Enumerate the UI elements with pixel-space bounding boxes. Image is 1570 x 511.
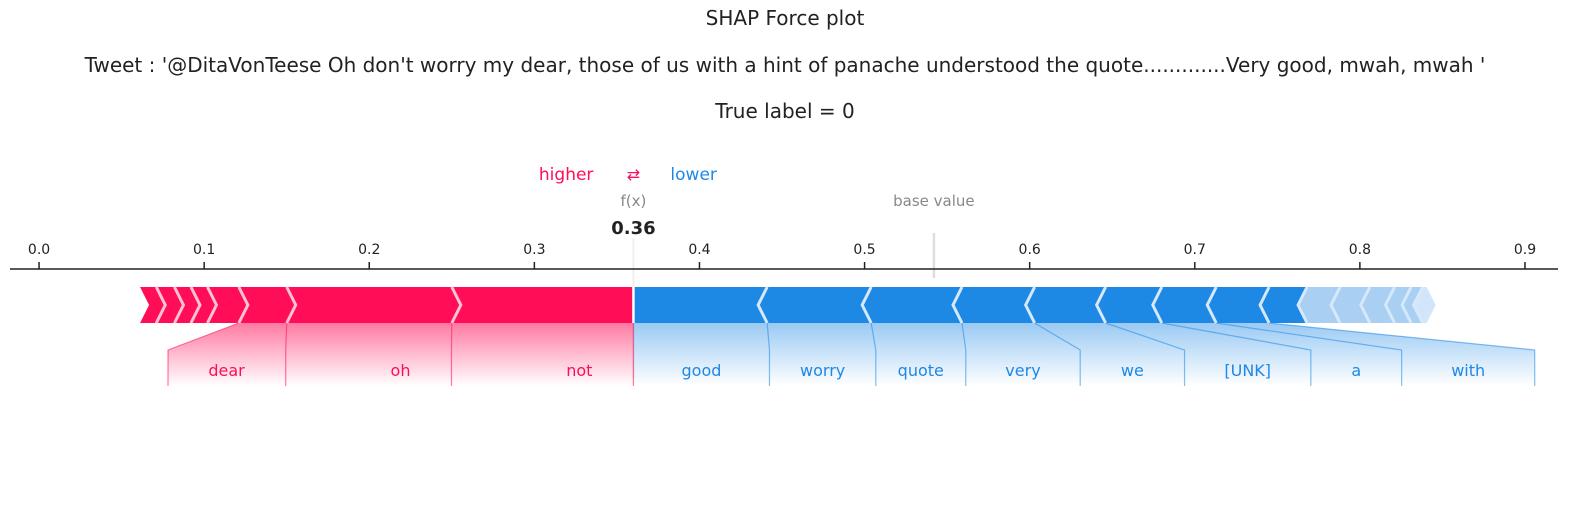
force-bar-separator <box>206 286 219 324</box>
chart-label-line: True label = 0 <box>715 99 855 123</box>
tick-label: 0.8 <box>1349 242 1371 258</box>
fx-value: 0.36 <box>611 218 655 239</box>
force-bar-negative <box>1152 287 1217 323</box>
legend-arrows-icon: ⇄ <box>627 165 640 184</box>
force-bar-negative <box>1331 287 1370 323</box>
label-fill-negative <box>961 323 1081 386</box>
force-bar-separator <box>1094 286 1107 324</box>
force-bars <box>140 286 1436 324</box>
legend-higher: higher <box>539 165 594 185</box>
force-bar-separator <box>1258 286 1271 324</box>
force-bar-separator <box>1383 286 1396 324</box>
feature-label-we: we <box>1121 361 1144 380</box>
label-fill-negative <box>767 323 876 386</box>
tick-label: 0.5 <box>853 242 875 258</box>
label-fill-negative <box>1161 323 1402 386</box>
force-bar-negative <box>952 287 1035 323</box>
chart-title: SHAP Force plot <box>705 6 865 30</box>
label-fill-negative <box>1216 323 1535 386</box>
force-bar-separator <box>1296 286 1309 324</box>
force-bar-separator <box>1359 286 1372 324</box>
tick-label: 0.4 <box>688 242 710 258</box>
force-bar-positive <box>207 287 248 323</box>
tick-label: 0.7 <box>1184 242 1206 258</box>
force-bar-separator <box>1023 286 1036 324</box>
force-bar-separator <box>1329 286 1342 324</box>
label-connectors <box>167 322 1536 386</box>
force-bar-separator <box>1205 286 1218 324</box>
feature-label-oh: oh <box>391 361 411 380</box>
label-fill-positive <box>285 323 452 386</box>
force-bar-separator <box>189 286 202 324</box>
label-connector <box>1269 322 1536 386</box>
tick-label: 0.3 <box>523 242 545 258</box>
tick-label: 0.9 <box>1514 242 1536 258</box>
force-bar-negative <box>862 287 962 323</box>
force-bar-positive <box>156 287 184 323</box>
tick-label: 0.6 <box>1019 242 1041 258</box>
force-bar-negative <box>758 287 872 323</box>
force-bar-separator <box>450 286 463 324</box>
force-bar-separator <box>285 286 298 324</box>
force-bar-separator <box>1400 286 1413 324</box>
tick-label: 0.1 <box>193 242 215 258</box>
force-bar-separator <box>1411 286 1424 324</box>
force-bar-negative <box>1360 287 1395 323</box>
label-fill-negative <box>1105 323 1311 386</box>
force-bar-separator <box>173 286 186 324</box>
force-bar-separator <box>1151 286 1164 324</box>
force-bar-negative <box>1207 287 1270 323</box>
feature-label-quote: quote <box>898 361 944 380</box>
label-fill-negative <box>871 323 966 386</box>
feature-labels: dear oh not good worry quote very we [UNK] a with <box>208 361 1485 380</box>
legend: higher ⇄ lower f(x) 0.36 base value <box>539 165 975 378</box>
feature-label-not: not <box>566 361 592 380</box>
force-bar-separator <box>756 286 769 324</box>
feature-label-very: very <box>1005 361 1040 380</box>
tick-label: 0.0 <box>28 242 50 258</box>
force-bar-positive <box>140 287 166 323</box>
label-fill-positive <box>451 323 634 386</box>
fx-label: f(x) <box>620 192 646 210</box>
force-bar-separator <box>154 286 167 324</box>
force-bar-positive <box>451 287 634 323</box>
feature-label-good: good <box>682 361 722 380</box>
force-bar-negative <box>1096 287 1162 323</box>
force-bar-negative <box>1260 287 1308 323</box>
label-fill-negative <box>1034 323 1185 386</box>
chart-subtitle: Tweet : '@DitaVonTeese Oh don't worry my… <box>84 53 1486 77</box>
feature-label-with: with <box>1451 361 1485 380</box>
force-bar-separator <box>237 286 250 324</box>
feature-label-a: a <box>1351 361 1361 380</box>
force-bar-negative <box>1298 287 1341 323</box>
label-connector <box>167 322 240 386</box>
legend-lower: lower <box>670 165 716 185</box>
force-bar-negative <box>1385 287 1412 323</box>
force-bar-positive <box>286 287 461 323</box>
label-connector <box>285 322 288 386</box>
x-axis: 0.0 0.1 0.2 0.3 0.4 0.5 0.6 0.7 0.8 0.9 <box>10 242 1558 270</box>
base-value-label: base value <box>893 192 975 210</box>
force-bar-negative <box>633 287 768 323</box>
force-bar-positive <box>174 287 200 323</box>
force-bar-separator <box>951 286 964 324</box>
force-bar-separator <box>860 286 873 324</box>
force-bar-negative <box>1025 287 1106 323</box>
feature-label-worry: worry <box>800 361 845 380</box>
tick-label: 0.2 <box>358 242 380 258</box>
feature-label-dear: dear <box>208 361 245 380</box>
force-bar-positive <box>238 287 296 323</box>
force-bar-positive <box>190 287 217 323</box>
feature-label-UNK: [UNK] <box>1224 361 1271 380</box>
label-fill-negative <box>633 323 770 386</box>
